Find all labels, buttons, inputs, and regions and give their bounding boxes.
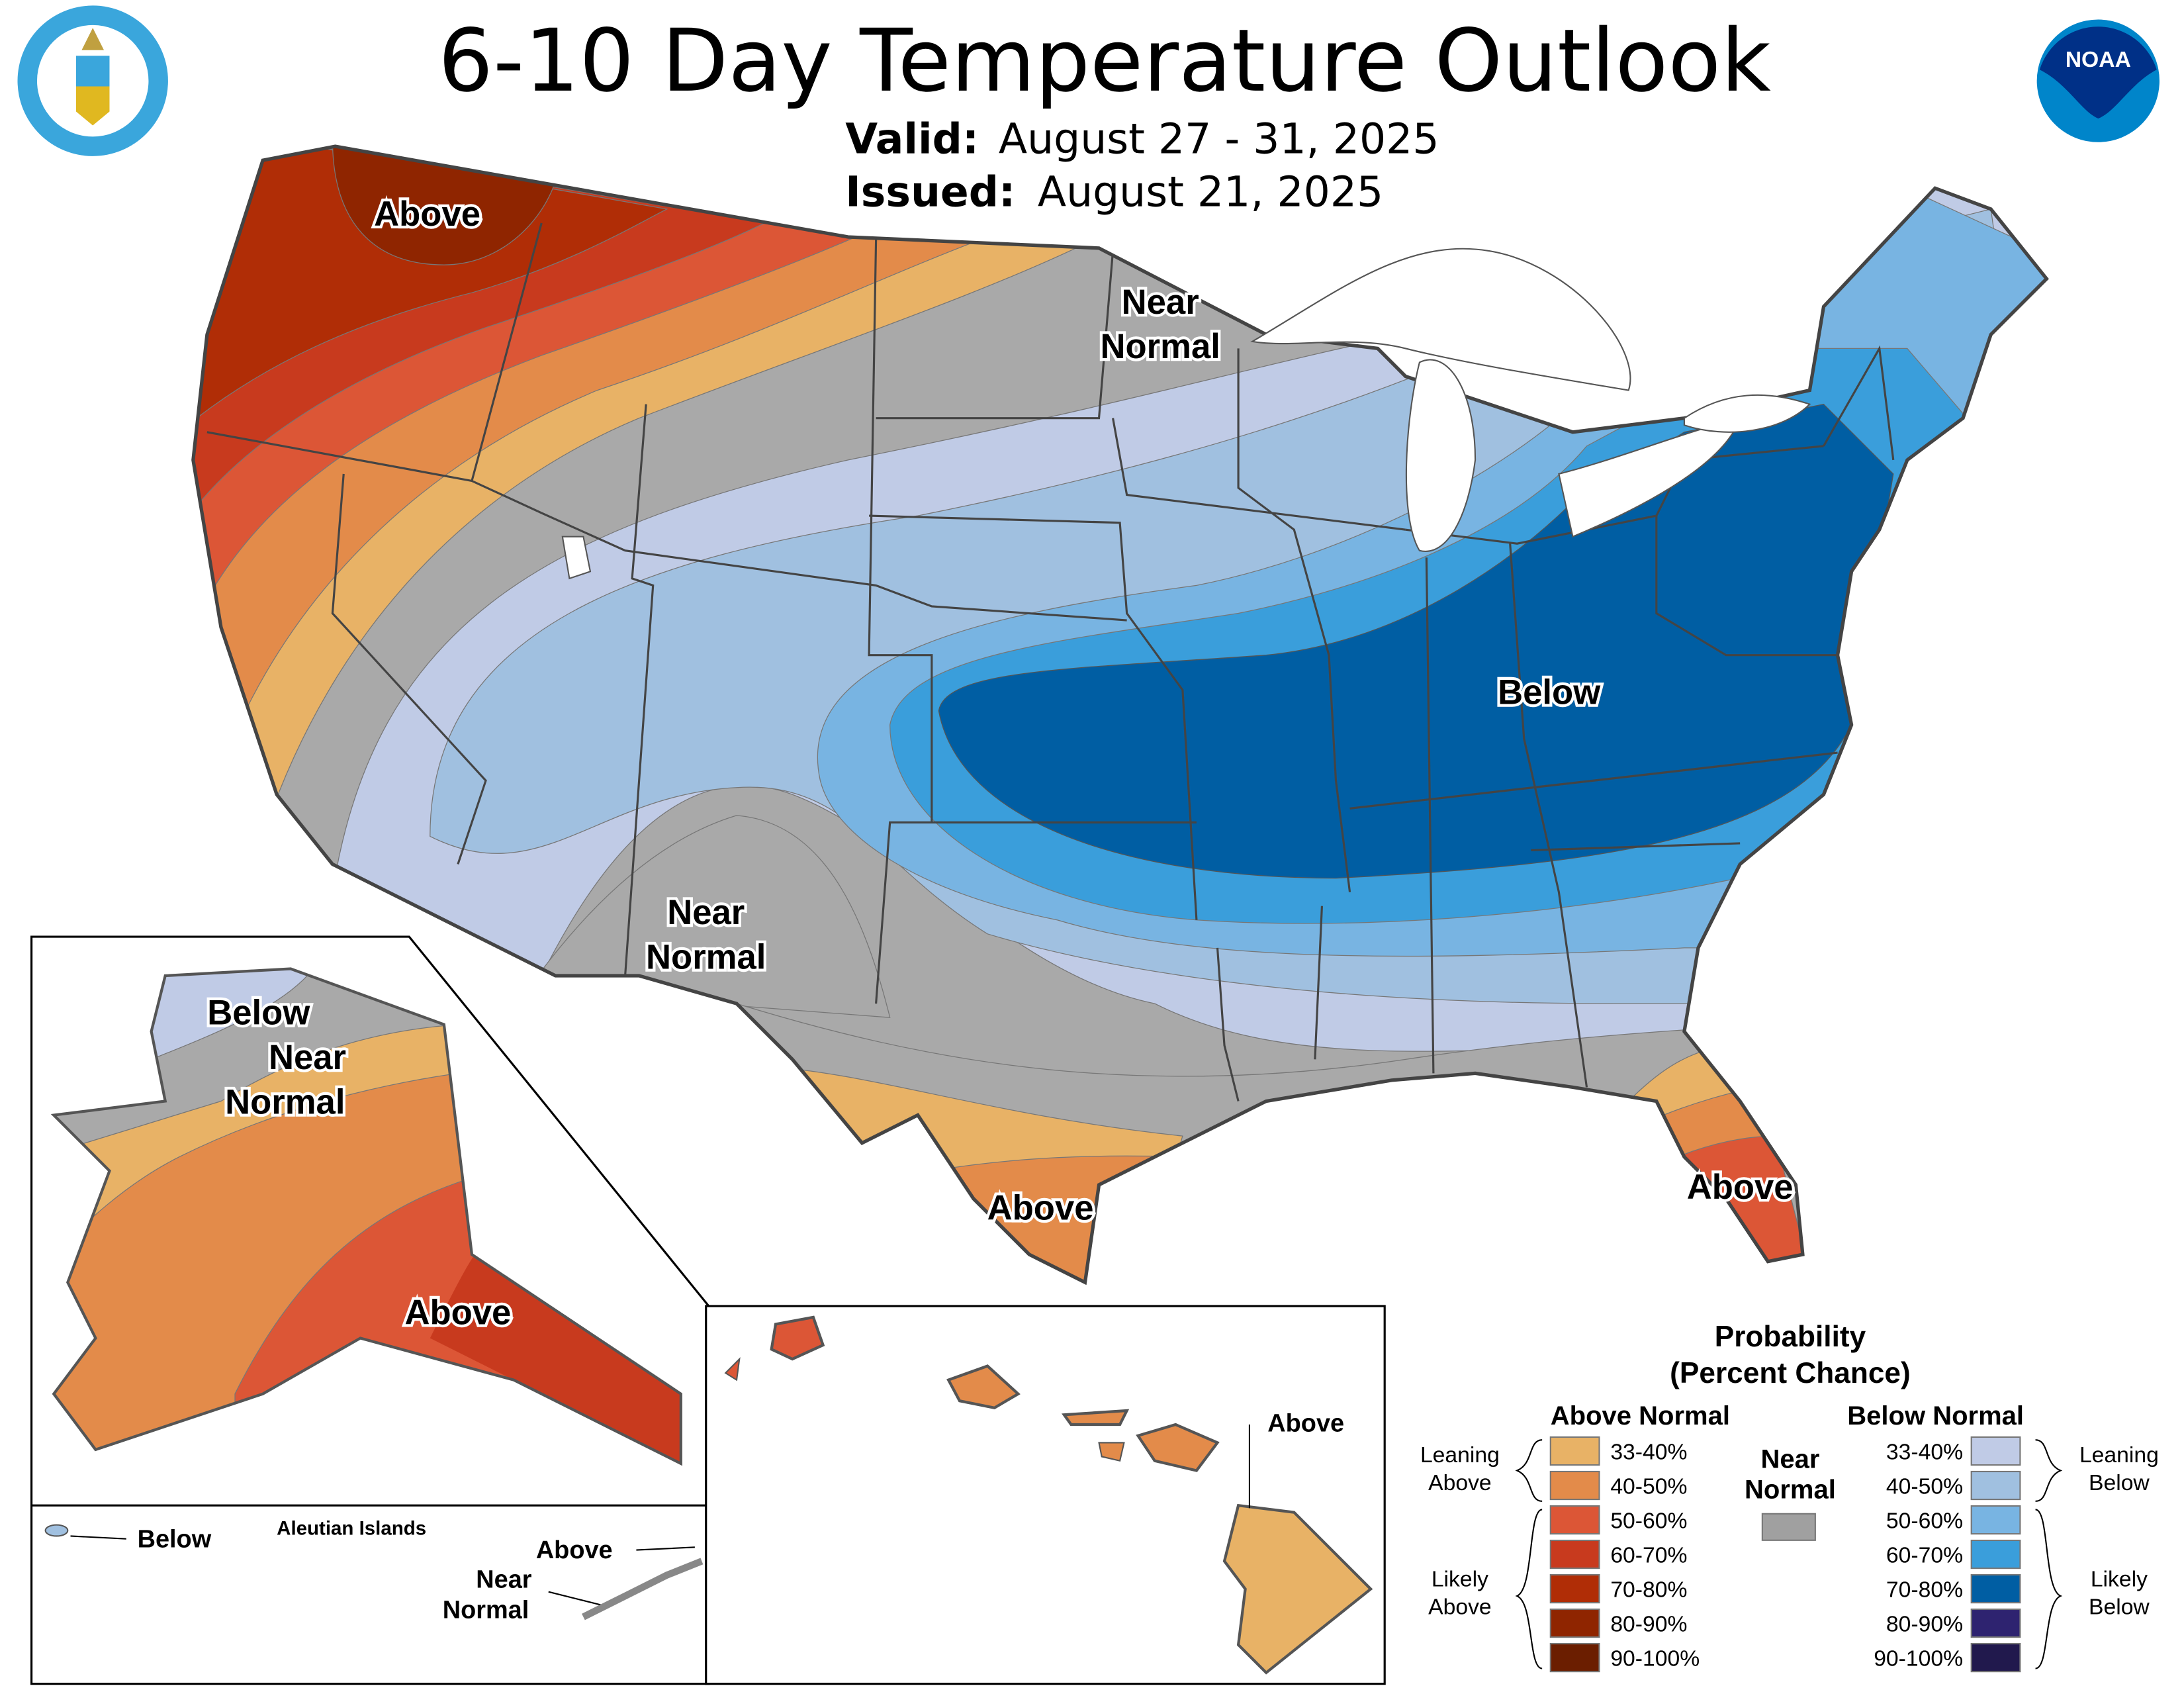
label-ak-below: Below (207, 994, 310, 1033)
great-salt-lake (561, 536, 592, 580)
legend-above-swatch (1549, 1436, 1600, 1466)
issued-value: August 21, 2025 (1038, 167, 1383, 216)
alaska-inset: Below Near Normal Above Aleutian Islands… (30, 935, 710, 1685)
noaa-logo: NOAA (2036, 19, 2160, 142)
legend-below-swatch (1970, 1436, 2021, 1466)
legend-braces (1515, 1439, 2063, 1669)
legend-below-swatch (1970, 1505, 2021, 1535)
legend-likely-above-1: Likely (1432, 1567, 1488, 1591)
page-title: 6-10 Day Temperature Outlook (438, 11, 1771, 111)
legend-near-normal-swatch (1761, 1513, 1816, 1541)
label-sw-near-1: Near (667, 893, 745, 932)
legend-above-swatch (1549, 1539, 1600, 1570)
legend-below-range: 33-40% (1886, 1440, 1963, 1465)
legend-above-range: 50-60% (1610, 1509, 1687, 1534)
label-east-below: Below (1498, 673, 1601, 712)
legend-leaning-below-1: Leaning (2079, 1443, 2159, 1468)
legend-above-swatch (1549, 1608, 1600, 1638)
legend-likely-below-1: Likely (2091, 1567, 2148, 1591)
legend-below-range: 50-60% (1886, 1509, 1963, 1534)
legend-below-swatch (1970, 1608, 2021, 1638)
legend-leaning-below-2: Below (2089, 1471, 2150, 1495)
commerce-seal-logo (17, 5, 168, 156)
aleutian-near-1: Near (476, 1566, 532, 1593)
legend-above-range: 70-80% (1610, 1578, 1687, 1603)
legend-near-1: Near (1760, 1444, 1819, 1474)
legend-likely-above-2: Above (1428, 1595, 1492, 1619)
valid-value: August 27 - 31, 2025 (999, 115, 1439, 164)
legend-above-swatch (1549, 1470, 1600, 1501)
legend-above-swatch (1549, 1505, 1600, 1535)
probability-legend: Probability (Percent Chance) Above Norma… (1420, 1321, 2159, 1673)
conus-outline (191, 144, 2049, 1286)
legend-above-swatch (1549, 1642, 1600, 1673)
legend-below-swatch (1970, 1573, 2021, 1604)
legend-above-range: 60-70% (1610, 1544, 1687, 1568)
legend-above-range: 33-40% (1610, 1440, 1687, 1465)
noaa-logo-text: NOAA (2066, 48, 2131, 72)
legend-leaning-above-2: Above (1428, 1471, 1492, 1495)
legend-near-2: Normal (1745, 1476, 1836, 1505)
label-north-near-2: Normal (1101, 327, 1220, 366)
below-70-80-area (938, 403, 1894, 879)
legend-below-swatch (1970, 1642, 2021, 1673)
legend-below-range: 90-100% (1874, 1647, 1963, 1671)
label-fl-above: Above (1687, 1168, 1794, 1207)
label-sw-near-2: Normal (646, 937, 766, 976)
state-boundaries (206, 222, 1895, 1102)
legend-above-range: 90-100% (1610, 1647, 1700, 1671)
valid-label: Valid: (845, 115, 979, 164)
legend-below-range: 70-80% (1886, 1578, 1963, 1603)
issued-label: Issued: (845, 167, 1015, 216)
legend-above-range: 40-50% (1610, 1475, 1687, 1499)
legend-likely-below-2: Below (2089, 1595, 2150, 1619)
legend-title-2: (Percent Chance) (1670, 1357, 1911, 1389)
label-tx-above: Above (987, 1188, 1094, 1227)
legend-above-range: 80-90% (1610, 1613, 1687, 1637)
label-ak-above: Above (404, 1293, 511, 1332)
legend-above-header: Above Normal (1551, 1401, 1730, 1430)
legend-above-swatch (1549, 1573, 1600, 1604)
label-nw-above: Above (374, 195, 480, 234)
sw-near-normal-area (527, 815, 891, 1018)
great-lakes (561, 248, 1811, 580)
legend-below-range: 40-50% (1886, 1475, 1963, 1499)
legend-below-swatch (1970, 1539, 2021, 1570)
label-north-near-1: Near (1122, 283, 1199, 322)
tx-above-40-50 (931, 1155, 1183, 1283)
aleutian-near-2: Normal (443, 1597, 529, 1624)
legend-below-swatch (1970, 1470, 2021, 1501)
hawaii-inset: Above (705, 1305, 1386, 1685)
legend-leaning-above-1: Leaning (1420, 1443, 1500, 1468)
label-ak-near-1: Near (269, 1038, 346, 1077)
label-ak-near-2: Normal (225, 1082, 345, 1121)
aleutian-above: Above (536, 1536, 613, 1564)
aleutian-title: Aleutian Islands (277, 1517, 426, 1539)
legend-below-range: 60-70% (1886, 1544, 1963, 1568)
legend-below-header: Below Normal (1847, 1401, 2024, 1430)
legend-below-range: 80-90% (1886, 1613, 1963, 1637)
aleutian-below: Below (138, 1525, 212, 1553)
label-hi-above: Above (1267, 1410, 1344, 1438)
legend-title-1: Probability (1715, 1321, 1866, 1353)
